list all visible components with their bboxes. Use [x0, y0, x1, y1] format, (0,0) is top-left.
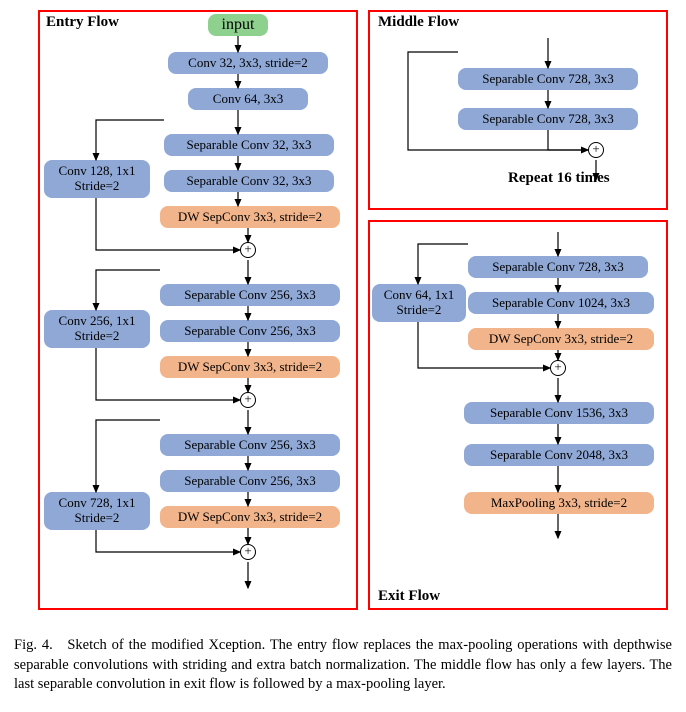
exit-sep1536-node: Separable Conv 1536, 3x3: [464, 402, 654, 424]
plus2-node: [240, 392, 256, 408]
repeat-label: Repeat 16 times: [508, 170, 610, 187]
dw2-node: DW SepConv 3x3, stride=2: [160, 356, 340, 378]
conv32-node: Conv 32, 3x3, stride=2: [168, 52, 328, 74]
skip728-node: Conv 728, 1x1Stride=2: [44, 492, 150, 530]
exit-sep728-node: Separable Conv 728, 3x3: [468, 256, 648, 278]
sep256c-node: Separable Conv 256, 3x3: [160, 434, 340, 456]
exit-sep1024-node: Separable Conv 1024, 3x3: [468, 292, 654, 314]
exit-skip64-node: Conv 64, 1x1Stride=2: [372, 284, 466, 322]
skip128-node: Conv 128, 1x1Stride=2: [44, 160, 150, 198]
dw3-node: DW SepConv 3x3, stride=2: [160, 506, 340, 528]
exit-maxpool-node: MaxPooling 3x3, stride=2: [464, 492, 654, 514]
mid-sep728b-node: Separable Conv 728, 3x3: [458, 108, 638, 130]
sep256b-node: Separable Conv 256, 3x3: [160, 320, 340, 342]
caption-text: Sketch of the modified Xception. The ent…: [14, 637, 672, 692]
mid-plus-node: [588, 142, 604, 158]
exit-sep2048-node: Separable Conv 2048, 3x3: [464, 444, 654, 466]
plus3-node: [240, 544, 256, 560]
sep256a-node: Separable Conv 256, 3x3: [160, 284, 340, 306]
skip256-node: Conv 256, 1x1Stride=2: [44, 310, 150, 348]
middle-flow-title: Middle Flow: [376, 14, 461, 31]
xception-diagram: Entry Flow Middle Flow Exit Flow input C…: [8, 8, 678, 626]
sep256d-node: Separable Conv 256, 3x3: [160, 470, 340, 492]
entry-flow-title: Entry Flow: [44, 14, 121, 31]
dw1-node: DW SepConv 3x3, stride=2: [160, 206, 340, 228]
exit-dw-node: DW SepConv 3x3, stride=2: [468, 328, 654, 350]
figure-caption: Fig. 4. Sketch of the modified Xception.…: [8, 636, 678, 695]
conv64-node: Conv 64, 3x3: [188, 88, 308, 110]
mid-sep728a-node: Separable Conv 728, 3x3: [458, 68, 638, 90]
sep32b-node: Separable Conv 32, 3x3: [164, 170, 334, 192]
input-node: input: [208, 14, 268, 36]
exit-flow-title: Exit Flow: [376, 588, 442, 605]
sep32a-node: Separable Conv 32, 3x3: [164, 134, 334, 156]
caption-label: Fig. 4.: [14, 637, 53, 653]
exit-plus-node: [550, 360, 566, 376]
plus1-node: [240, 242, 256, 258]
